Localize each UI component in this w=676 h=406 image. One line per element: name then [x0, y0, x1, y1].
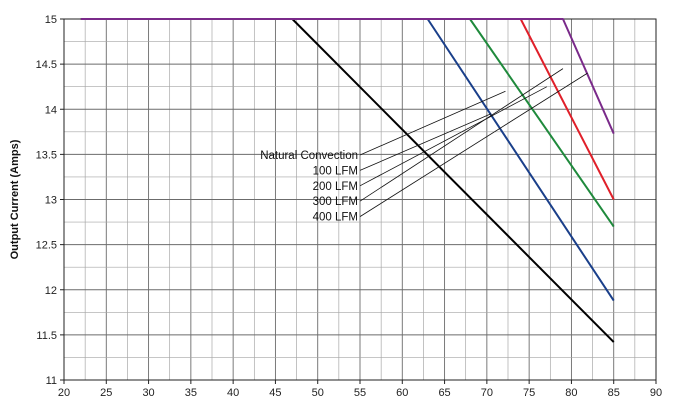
x-tick-label: 65: [438, 387, 450, 399]
callout-leader: [359, 68, 564, 202]
x-tick-label: 70: [481, 387, 493, 399]
grid: [63, 18, 657, 381]
x-tick-label: 85: [608, 387, 620, 399]
series-callout-label: Natural Convection: [260, 150, 358, 162]
axes: [60, 18, 657, 384]
series-callout-label: 200 LFM: [313, 181, 358, 193]
x-tick-label: 40: [227, 387, 239, 399]
x-tick-label: 50: [312, 387, 324, 399]
x-tick-label: 80: [565, 387, 577, 399]
x-tick-label: 75: [523, 387, 535, 399]
tick-labels: 20 25 30 35 40 45 50 55 60 65 70 75 80 85 90 11 11.5 12 12…: [36, 14, 663, 399]
x-tick-label: 60: [396, 387, 408, 399]
callout-leader: [359, 113, 492, 171]
callout-leader: [359, 86, 548, 187]
y-tick-label: 11: [46, 375, 57, 387]
y-tick-label: 12.5: [36, 240, 57, 252]
series-line: [80, 18, 615, 135]
y-tick-label: 11.5: [36, 330, 57, 342]
series-callout-label: 100 LFM: [313, 165, 358, 177]
series-lines: [80, 18, 615, 343]
y-tick-label: 15: [45, 14, 57, 26]
callouts: [359, 68, 588, 217]
y-tick-label: 12: [45, 285, 57, 297]
callout-leader: [359, 72, 588, 217]
y-tick-label: 14.5: [36, 59, 57, 71]
x-tick-label: 45: [269, 387, 281, 399]
x-tick-label: 20: [58, 387, 70, 399]
x-tick-label: 55: [354, 387, 366, 399]
x-tick-label: 30: [142, 387, 154, 399]
x-tick-label: 25: [100, 387, 112, 399]
y-tick-label: 13.5: [36, 149, 57, 161]
series-callout-label: 400 LFM: [313, 212, 358, 224]
callout-leader: [359, 90, 506, 156]
x-tick-label: 90: [650, 387, 662, 399]
y-tick-label: 13: [45, 195, 57, 207]
y-axis-label: Output Current (Amps): [9, 139, 21, 259]
y-tick-label: 14: [45, 104, 57, 116]
series-callout-label: 300 LFM: [313, 196, 358, 208]
x-tick-label: 35: [185, 387, 197, 399]
